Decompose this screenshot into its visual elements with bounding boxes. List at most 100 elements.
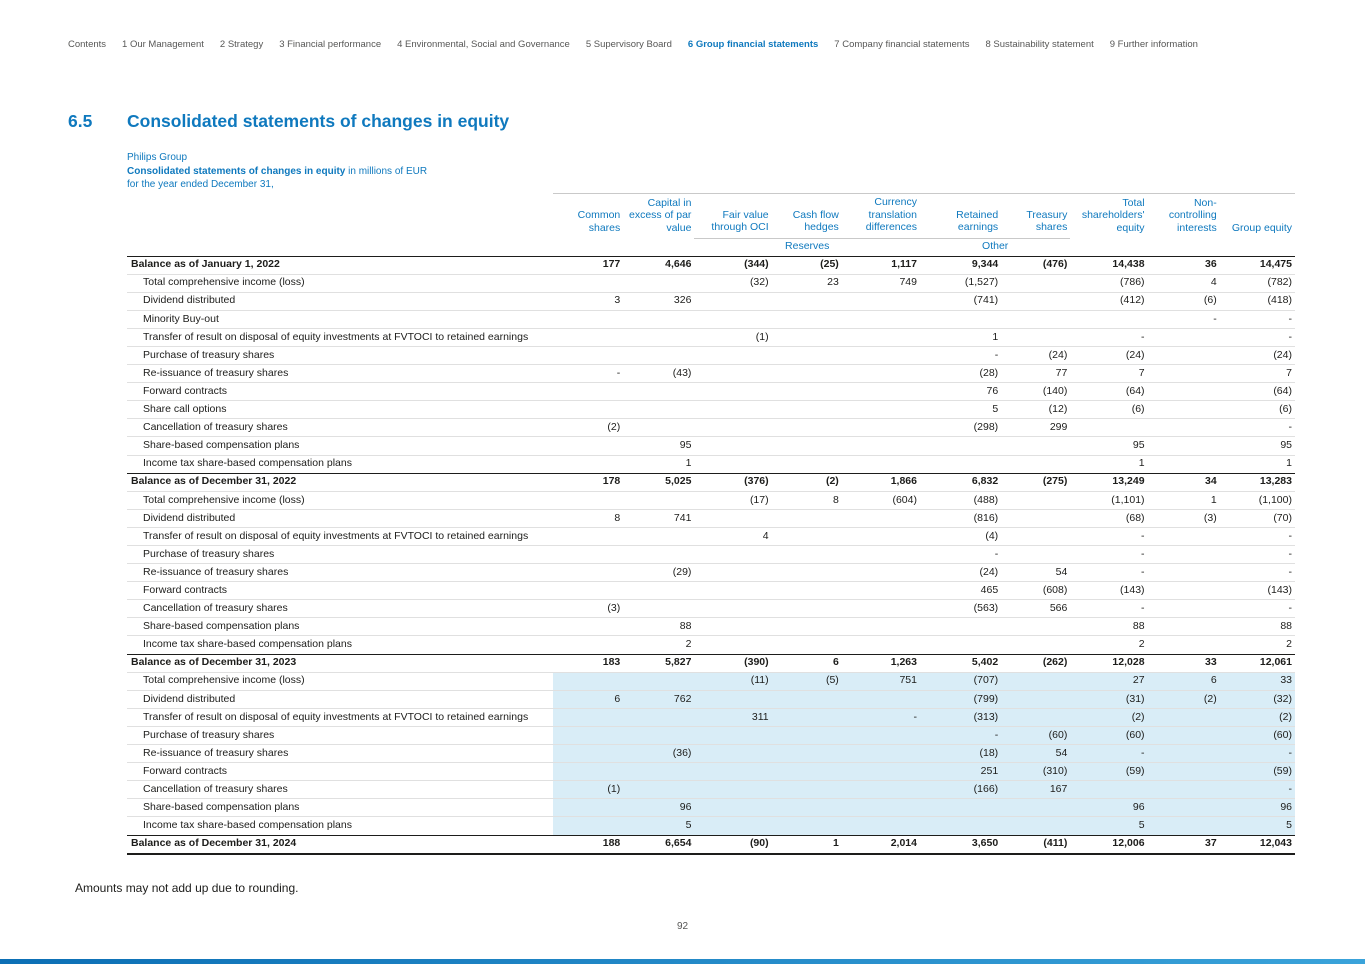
cell: [553, 636, 623, 654]
table-row: Share-based compensation plans 88 88 88: [127, 617, 1295, 636]
cell: (18): [919, 744, 1002, 763]
cell: [1001, 618, 1070, 636]
cell: -: [1219, 744, 1295, 763]
nav-item[interactable]: 9 Further information: [1109, 39, 1198, 50]
cell: [771, 816, 842, 835]
nav-item[interactable]: 1 Our Management: [122, 39, 204, 50]
cell: [694, 816, 772, 835]
cell: [1148, 546, 1220, 564]
group-header-spacer: [1220, 238, 1295, 256]
cell: -: [1141, 330, 1145, 343]
cell: [553, 491, 623, 509]
cell: 5,827: [665, 656, 692, 669]
section-heading: 6.5 Consolidated statements of changes i…: [68, 111, 509, 132]
cell: [553, 383, 623, 401]
table-row: Income tax share-based compensation plan…: [127, 635, 1295, 654]
cell: (310): [1001, 762, 1071, 781]
cell: [623, 346, 694, 364]
equity-table: Common shares Capital in excess of par va…: [127, 193, 1295, 855]
cell: [694, 292, 771, 310]
row-label: Share call options: [143, 403, 227, 416]
cell: [623, 383, 694, 401]
cell: 326: [673, 294, 692, 307]
cell: (24): [1273, 348, 1292, 361]
cell: [623, 310, 694, 328]
cell: -: [1141, 529, 1145, 542]
nav-item[interactable]: 6 Group financial statements: [687, 39, 819, 50]
nav-item[interactable]: 4 Environmental, Social and Governance: [397, 39, 570, 50]
cell: (68): [1125, 511, 1145, 524]
cell: (24): [1125, 348, 1145, 361]
cell: [841, 690, 920, 709]
cell: [694, 383, 771, 401]
other-group-label: Other: [919, 237, 1071, 256]
cell: [553, 618, 623, 636]
cell: 5: [1219, 816, 1295, 835]
cell: 188: [602, 837, 621, 850]
row-label: Dividend distributed: [143, 511, 236, 524]
cell: 95: [679, 439, 692, 452]
table-row: Total comprehensive income (loss) (32) 23 7…: [127, 274, 1295, 292]
cell: (12): [1048, 403, 1068, 416]
cell: [623, 780, 695, 799]
cell: 33: [1219, 672, 1295, 691]
cell: [694, 419, 771, 437]
group-header-spacer: [127, 238, 553, 256]
cell: [772, 383, 842, 401]
table-body: Balance as of January 1, 2022 177 4,646 (34…: [127, 256, 1295, 854]
column-header: Total shareholders' equity: [1070, 193, 1148, 238]
row-label: Purchase of treasury shares: [143, 348, 275, 361]
cell: [1148, 401, 1220, 419]
nav-item[interactable]: 2 Strategy: [219, 39, 264, 50]
cell: 5: [623, 816, 695, 835]
cell: 34: [1205, 475, 1217, 488]
cell: [1001, 798, 1071, 817]
cell: [694, 726, 772, 745]
cell: 95: [1280, 439, 1292, 452]
cell: [1148, 437, 1220, 455]
cell: [772, 419, 842, 437]
nav-item[interactable]: 8 Sustainability statement: [985, 39, 1094, 50]
column-header: Common shares: [553, 193, 624, 238]
cell: (43): [672, 366, 692, 379]
table-header-row: Common shares Capital in excess of par va…: [127, 193, 1295, 238]
nav-item[interactable]: 5 Supervisory Board: [585, 39, 672, 50]
cell: [772, 600, 842, 618]
nav-item[interactable]: 7 Company financial statements: [834, 39, 970, 50]
cell: (5): [771, 672, 842, 691]
cell: [1001, 274, 1070, 292]
table-row: Total comprehensive income (loss) (17) 8 (6…: [127, 491, 1295, 509]
row-label: Purchase of treasury shares: [143, 547, 275, 560]
cell: 1: [1138, 457, 1145, 470]
cell: (563): [973, 602, 999, 615]
cell: 4: [1210, 276, 1217, 289]
cell: [553, 672, 624, 691]
nav-item[interactable]: Contents: [68, 39, 107, 50]
nav-item[interactable]: 3 Financial performance: [279, 39, 382, 50]
cell: [694, 310, 771, 328]
cell: (143): [1267, 583, 1292, 596]
cell: [841, 780, 920, 799]
cell: [772, 509, 842, 527]
cell: (488): [973, 493, 999, 506]
row-label: Dividend distributed: [143, 294, 236, 307]
cell: [1147, 816, 1220, 835]
cell: [1001, 455, 1070, 473]
group-header-row: Reserves Other: [127, 237, 1295, 256]
cell: [1147, 762, 1220, 781]
table-row: Cancellation of treasury shares (2) (298) 2…: [127, 418, 1295, 437]
cell: 6: [553, 690, 624, 709]
cell: [694, 636, 771, 654]
cell: [553, 564, 623, 582]
cell: 2: [1138, 638, 1145, 651]
cell: [694, 744, 772, 763]
cell: [694, 509, 771, 527]
cell: [623, 328, 694, 346]
cell: [771, 780, 842, 799]
cell: [920, 618, 1001, 636]
cell: 96: [1219, 798, 1295, 817]
cell: [623, 401, 694, 419]
cell: 7: [1286, 366, 1292, 379]
cell: 1: [992, 330, 999, 343]
cell: [553, 744, 624, 763]
